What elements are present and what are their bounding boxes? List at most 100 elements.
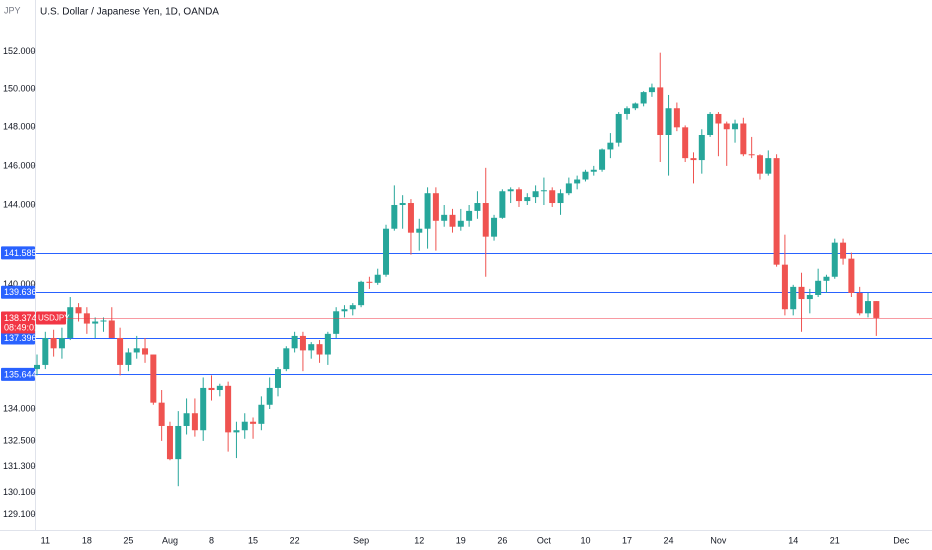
y-tick-label: 131.300 bbox=[3, 461, 36, 471]
y-tick-label: 130.100 bbox=[3, 487, 36, 497]
candle-body bbox=[333, 311, 340, 334]
price-line-label-box bbox=[1, 367, 35, 381]
candle-body bbox=[416, 228, 423, 233]
candle-body bbox=[732, 123, 739, 130]
y-tick-label: 129.100 bbox=[3, 509, 36, 519]
y-tick-label: 150.000 bbox=[3, 84, 36, 94]
candle-body bbox=[491, 217, 498, 237]
candle-body bbox=[308, 344, 315, 351]
candle-body bbox=[466, 210, 473, 221]
candle-body bbox=[740, 123, 747, 155]
x-tick-label: 26 bbox=[497, 535, 507, 545]
candle-body bbox=[42, 337, 49, 365]
candle-body bbox=[274, 369, 281, 388]
candle-body bbox=[233, 430, 240, 433]
candle-body bbox=[133, 348, 140, 353]
candle-body bbox=[524, 197, 531, 202]
y-tick-label: 140.000 bbox=[3, 279, 36, 289]
candle-body bbox=[690, 158, 697, 161]
symbol-label: USDJPY bbox=[38, 314, 70, 323]
candle-body bbox=[657, 87, 664, 136]
y-tick-label: 148.000 bbox=[3, 122, 36, 132]
countdown-label: 08:49:01 bbox=[4, 322, 39, 332]
candle-body bbox=[790, 286, 797, 310]
candle-body bbox=[50, 337, 57, 349]
price-line-label: 135.644 bbox=[4, 369, 37, 379]
candle-body bbox=[798, 286, 805, 300]
candle-body bbox=[515, 189, 522, 202]
candle-body bbox=[590, 169, 597, 172]
candle-body bbox=[374, 274, 381, 283]
x-tick-label: Nov bbox=[710, 535, 727, 545]
x-tick-label: 12 bbox=[414, 535, 424, 545]
price-line-label-box bbox=[1, 246, 35, 260]
candle-body bbox=[142, 348, 149, 355]
candle-body bbox=[175, 425, 182, 460]
candle-body bbox=[34, 364, 40, 370]
candle-body bbox=[424, 193, 431, 229]
candle-body bbox=[856, 292, 863, 314]
price-line-label: 139.636 bbox=[4, 287, 37, 297]
candle-body bbox=[715, 113, 722, 124]
last-price-box bbox=[1, 311, 35, 334]
y-tick-label: 144.000 bbox=[3, 199, 36, 209]
x-tick-label: Dec bbox=[893, 535, 910, 545]
candle-body bbox=[208, 387, 215, 391]
x-tick-label: 10 bbox=[580, 535, 590, 545]
x-tick-label: 18 bbox=[82, 535, 92, 545]
x-tick-label: 15 bbox=[248, 535, 258, 545]
y-tick-label: 146.000 bbox=[3, 160, 36, 170]
candle-body bbox=[574, 179, 581, 184]
x-tick-label: 11 bbox=[41, 535, 50, 545]
candle-body bbox=[865, 301, 871, 314]
x-tick-label: 21 bbox=[830, 535, 840, 545]
candle-body bbox=[806, 294, 813, 300]
x-tick-label: 25 bbox=[123, 535, 133, 545]
candle-body bbox=[432, 193, 439, 221]
candle-body bbox=[250, 421, 257, 424]
candle-body bbox=[441, 214, 448, 221]
last-price-label: 138.374 bbox=[4, 313, 37, 323]
candle-body bbox=[840, 242, 847, 259]
candle-body bbox=[58, 337, 65, 349]
candle-body bbox=[449, 214, 456, 227]
candle-body bbox=[67, 307, 74, 338]
y-tick-label: 132.500 bbox=[3, 435, 36, 445]
candle-body bbox=[216, 385, 223, 391]
candle-body bbox=[673, 108, 680, 128]
candle-body bbox=[75, 307, 82, 314]
x-tick-label: 24 bbox=[664, 535, 674, 545]
candle-body bbox=[225, 385, 232, 433]
candle-body bbox=[200, 387, 207, 431]
candle-body bbox=[258, 404, 265, 424]
candle-body bbox=[632, 103, 639, 109]
candle-body bbox=[125, 352, 132, 365]
candle-body bbox=[557, 193, 564, 204]
x-tick-label: Oct bbox=[537, 535, 552, 545]
price-line-label-box bbox=[1, 331, 35, 345]
candle-body bbox=[407, 203, 414, 233]
candle-body bbox=[540, 190, 547, 192]
candle-body bbox=[665, 108, 672, 136]
x-tick-label: 17 bbox=[622, 535, 632, 545]
candle-body bbox=[299, 335, 306, 351]
candle-body bbox=[773, 158, 780, 265]
candle-body bbox=[532, 191, 539, 198]
candle-body bbox=[366, 281, 373, 283]
candle-body bbox=[166, 425, 173, 460]
candle-body bbox=[499, 191, 506, 218]
candle-body bbox=[615, 113, 622, 143]
candle-body bbox=[599, 149, 606, 170]
price-line-label: 141.585 bbox=[4, 248, 37, 258]
price-line-label: 137.396 bbox=[4, 333, 37, 343]
candle-body bbox=[100, 320, 107, 322]
candle-body bbox=[383, 228, 390, 275]
candle-body bbox=[815, 280, 822, 295]
candle-body bbox=[781, 264, 788, 310]
y-tick-label: 152.000 bbox=[3, 46, 36, 56]
candle-body bbox=[316, 344, 323, 355]
candle-body bbox=[565, 183, 572, 194]
candle-body bbox=[624, 108, 631, 114]
